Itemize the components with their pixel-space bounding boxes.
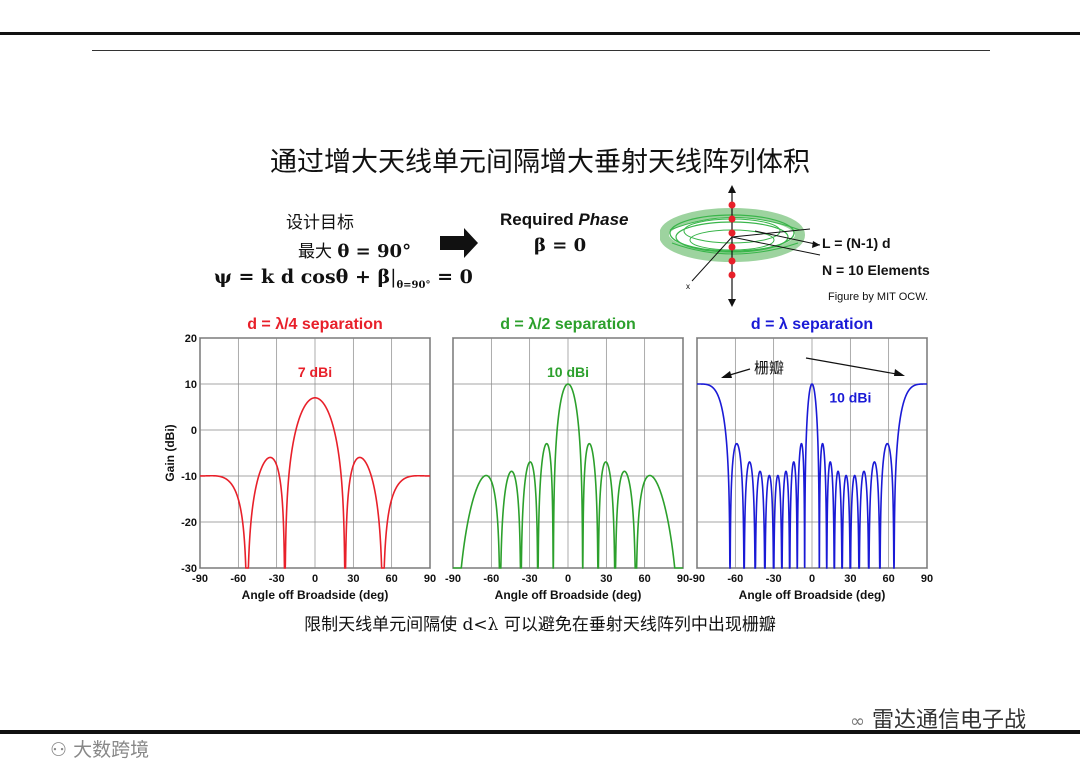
- chart-title: d = λ/4 separation: [247, 316, 383, 333]
- slide-title: 通过增大天线单元间隔增大垂射天线阵列体积: [270, 147, 810, 178]
- phase-equation-eval: θ=90°: [396, 279, 431, 291]
- array-length-label: L = (N-1) d: [822, 235, 891, 251]
- pattern-charts: d = λ/4 separation 7 dBi -90 -60 -30 0 30 60 90 A…: [163, 316, 933, 602]
- svg-text:x: x: [686, 282, 690, 291]
- x-tick-label: -90: [192, 573, 208, 585]
- pattern-curve: [453, 383, 683, 569]
- y-tick-label: 10: [185, 379, 197, 391]
- x-tick-label: -30: [269, 573, 285, 585]
- x-tick-label: 60: [639, 573, 651, 585]
- chart-title: d = λ/2 separation: [500, 316, 636, 333]
- grating-lobe-label: 栅瓣: [754, 359, 784, 377]
- x-tick-label: -60: [230, 573, 246, 585]
- x-axis-label: Angle off Broadside (deg): [242, 588, 389, 602]
- source-watermark: ⚇ 大数跨境: [50, 735, 149, 762]
- x-tick-label: 90: [677, 573, 689, 585]
- design-goal-label: 设计目标: [286, 213, 354, 233]
- x-tick-label: 60: [386, 573, 398, 585]
- required-word: Required: [500, 210, 574, 229]
- x-tick-label: -30: [766, 573, 782, 585]
- pattern-curve: [200, 397, 430, 569]
- x-tick-label: 0: [809, 573, 815, 585]
- x-tick-label: 30: [347, 573, 359, 585]
- y-tick-label: -20: [181, 517, 197, 529]
- chart-full-wavelength: d = λ separation 10 dBi -90 -60 -30 0 30 60 90 An…: [689, 316, 933, 602]
- peak-gain-label: 10 dBi: [547, 364, 589, 380]
- x-tick-label: -60: [727, 573, 743, 585]
- required-phase-label: Required Phase: [500, 210, 629, 230]
- figure-credit: Figure by MIT OCW.: [828, 291, 929, 303]
- grating-lobe-annotation: 栅瓣: [721, 357, 905, 378]
- array-elements: [728, 201, 736, 279]
- grating-arrowhead-left: [721, 371, 732, 378]
- y-tick-label: -10: [181, 471, 197, 483]
- slide-caption: 限制天线单元间隔使 d<λ 可以避免在垂射天线阵列中出现栅瓣: [304, 615, 776, 635]
- x-tick-label: 60: [883, 573, 895, 585]
- array-pattern-3d-figure: x: [660, 185, 821, 307]
- x-tick-label: 0: [312, 573, 318, 585]
- x-axis-label: Angle off Broadside (deg): [495, 588, 642, 602]
- x-tick-label: -90: [445, 573, 461, 585]
- x-tick-label: 30: [600, 573, 612, 585]
- grating-arrowhead-right: [894, 369, 905, 376]
- phase-equation: ψ = k d cosθ + β|θ=90° = 0: [214, 266, 473, 291]
- source-name: 大数跨境: [73, 739, 150, 761]
- peak-gain-label: 7 dBi: [298, 364, 332, 380]
- bottom-rule: [0, 730, 1080, 734]
- channel-name: 雷达通信电子战: [872, 708, 1027, 733]
- x-tick-label: 90: [921, 573, 933, 585]
- peak-gain-label: 10 dBi: [829, 389, 871, 405]
- x-axis-label: Angle off Broadside (deg): [739, 588, 886, 602]
- phase-equation-rhs: = 0: [437, 266, 473, 288]
- right-arrow-icon: [440, 228, 478, 258]
- top-subrule: [92, 50, 990, 51]
- max-label: 最大: [298, 242, 332, 262]
- y-axis-label: Gain (dBi): [163, 424, 177, 481]
- y-tick-label: 0: [191, 425, 197, 437]
- pattern-curve: [697, 383, 927, 569]
- y-tick-label: -30: [181, 563, 197, 575]
- x-tick-label: -30: [522, 573, 538, 585]
- channel-watermark: ∞ 雷达通信电子战: [850, 702, 1026, 734]
- chart-quarter-wavelength: d = λ/4 separation 7 dBi -90 -60 -30 0 30 60 90 A…: [163, 316, 436, 602]
- x-tick-label: 90: [424, 573, 436, 585]
- grating-arrow-right: [805, 357, 903, 376]
- x-tick-label: -60: [483, 573, 499, 585]
- top-rule: [0, 32, 1080, 35]
- phase-equation-lhs: ψ = k d cosθ + β: [214, 266, 391, 288]
- y-tick-label: 20: [185, 333, 197, 345]
- max-condition: 最大 θ = 90°: [298, 237, 411, 262]
- phase-word: Phase: [578, 210, 629, 229]
- x-tick-label: 0: [565, 573, 571, 585]
- max-condition-eq: θ = 90°: [337, 241, 412, 262]
- x-tick-label: 30: [844, 573, 856, 585]
- elements-label: N = 10 Elements: [822, 262, 930, 278]
- chart-half-wavelength: d = λ/2 separation 10 dBi -90 -60 -30 0 30 60 90…: [445, 316, 689, 602]
- wechat-icon: ∞: [850, 711, 865, 732]
- source-logo-icon: ⚇: [50, 739, 68, 761]
- chart-title: d = λ separation: [751, 316, 873, 333]
- beta-value: β = 0: [534, 235, 587, 256]
- x-tick-label: -90: [689, 573, 705, 585]
